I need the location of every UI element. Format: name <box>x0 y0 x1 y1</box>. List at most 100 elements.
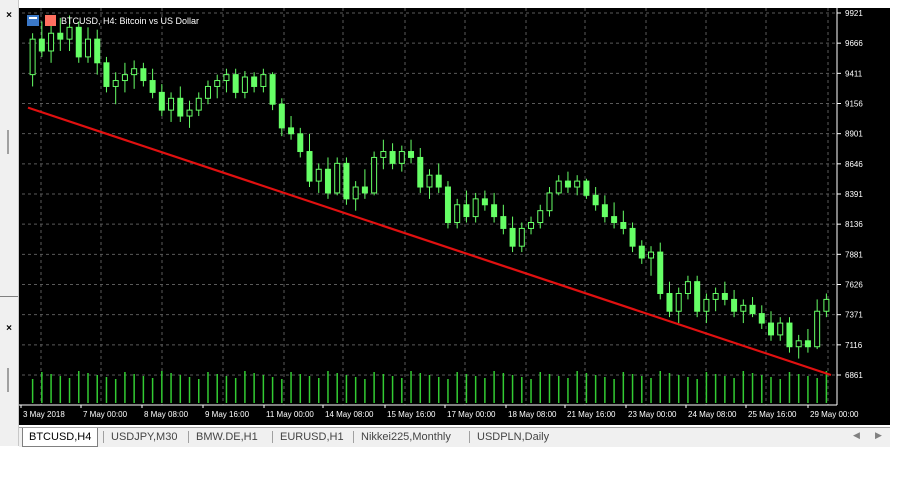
candle-body <box>786 322 793 348</box>
candle <box>648 246 655 276</box>
close-icon[interactable]: × <box>6 323 12 334</box>
chart-tabs: ◀ ▶ BTCUSD,H4 USDJPY,M30 BMW.DE,H1 EURUSD,H… <box>19 427 890 447</box>
candle-body <box>195 97 202 111</box>
candle-body <box>94 38 101 64</box>
candle <box>611 202 618 229</box>
candle <box>223 68 230 93</box>
candle-body <box>84 38 91 58</box>
candle <box>592 187 599 211</box>
chart-grid <box>22 8 837 405</box>
time-tick-label: 14 May 08:00 <box>325 410 374 419</box>
candle <box>417 147 424 193</box>
candle-body <box>389 151 396 164</box>
candle <box>195 92 202 117</box>
panel-splitter-handle[interactable] <box>7 130 9 154</box>
price-chart[interactable]: 9921 9666 9411 9156 8901 8646 8391 8136 7881 7626… <box>19 8 890 425</box>
tab-eurusd-h1[interactable]: EURUSD,H1 <box>280 431 344 443</box>
candle <box>795 334 802 359</box>
candle-body <box>537 210 544 224</box>
tab-bmw-de-h1[interactable]: BMW.DE,H1 <box>196 431 258 443</box>
candle <box>500 204 507 235</box>
scroll-left-icon[interactable]: ◀ <box>853 430 860 440</box>
candle-body <box>564 180 571 188</box>
candle-body <box>177 97 184 117</box>
candle-body <box>601 204 608 218</box>
candle <box>214 74 221 99</box>
candle-body <box>103 62 110 87</box>
candle <box>823 293 830 318</box>
candle <box>721 281 728 306</box>
candle-body <box>75 26 82 58</box>
candle <box>269 72 276 111</box>
candle <box>352 181 359 211</box>
time-tick-label: 7 May 00:00 <box>83 410 128 419</box>
candle <box>684 275 691 300</box>
tab-btcusd-h4[interactable]: BTCUSD,H4 <box>22 428 99 447</box>
candle <box>389 143 396 170</box>
candlestick-series <box>29 15 830 359</box>
candle <box>103 56 110 93</box>
candle-body <box>528 222 535 229</box>
candle-body <box>666 292 673 312</box>
candle-body <box>491 204 498 218</box>
trend-line[interactable] <box>27 106 832 377</box>
chart-header: BTCUSD, H4: Bitcoin vs US Dollar <box>27 15 199 26</box>
price-tick-label: 9666 <box>845 39 863 48</box>
candle-body <box>675 292 682 312</box>
candle-body <box>269 74 276 105</box>
candle <box>48 24 55 63</box>
candle <box>472 192 479 223</box>
candle <box>158 84 165 117</box>
candle-body <box>629 227 636 247</box>
candle-body <box>121 74 128 82</box>
candle-body <box>481 198 488 206</box>
price-tick-label: 9411 <box>845 69 863 78</box>
candle-body <box>168 97 175 111</box>
panel-splitter-handle[interactable] <box>7 368 9 392</box>
time-tick-label: 11 May 00:00 <box>266 410 314 419</box>
candle-body <box>29 38 36 76</box>
volume-histogram <box>31 371 828 403</box>
candle-body <box>712 292 719 300</box>
candle-body <box>278 103 285 129</box>
candle-body <box>518 227 525 247</box>
candle <box>361 169 368 199</box>
candle-body <box>112 80 119 87</box>
candle-body <box>361 186 368 194</box>
price-axis: 9921 9666 9411 9156 8901 8646 8391 8136 7881 7626… <box>19 8 863 406</box>
candle-body <box>371 156 378 194</box>
candle <box>131 60 138 89</box>
candle-body <box>611 216 618 224</box>
candle-body <box>214 80 221 87</box>
candle <box>380 139 387 170</box>
candle-body <box>241 76 248 93</box>
navigator-panel: × × <box>0 0 19 446</box>
time-tick-label: 21 May 16:00 <box>567 410 616 419</box>
candle <box>712 287 719 312</box>
price-tick-label: 8136 <box>845 220 863 229</box>
scroll-right-icon[interactable]: ▶ <box>875 430 882 440</box>
candle-body <box>694 281 701 312</box>
tab-usdpln-daily[interactable]: USDPLN,Daily <box>477 431 550 443</box>
time-tick-label: 25 May 16:00 <box>748 410 797 419</box>
candle-body <box>186 109 193 117</box>
chart-window[interactable]: 9921 9666 9411 9156 8901 8646 8391 8136 7881 7626… <box>19 8 890 425</box>
candle-body <box>306 151 313 182</box>
candle <box>583 178 590 199</box>
candle <box>398 145 405 172</box>
close-icon[interactable]: × <box>6 10 12 21</box>
candle-body <box>500 216 507 229</box>
candle <box>629 222 636 253</box>
time-tick-label: 8 May 08:00 <box>144 410 189 419</box>
price-tick-label: 7881 <box>845 250 863 259</box>
tab-separator <box>353 431 354 443</box>
tab-nikkei225-monthly[interactable]: Nikkei225,Monthly <box>361 431 451 443</box>
candle-body <box>648 251 655 259</box>
window-icon <box>27 15 39 26</box>
candle <box>749 297 756 318</box>
candle <box>426 169 433 199</box>
candle <box>29 33 36 87</box>
candle-body <box>204 85 211 99</box>
tab-usdjpy-m30[interactable]: USDJPY,M30 <box>111 431 178 443</box>
candle <box>297 127 304 158</box>
